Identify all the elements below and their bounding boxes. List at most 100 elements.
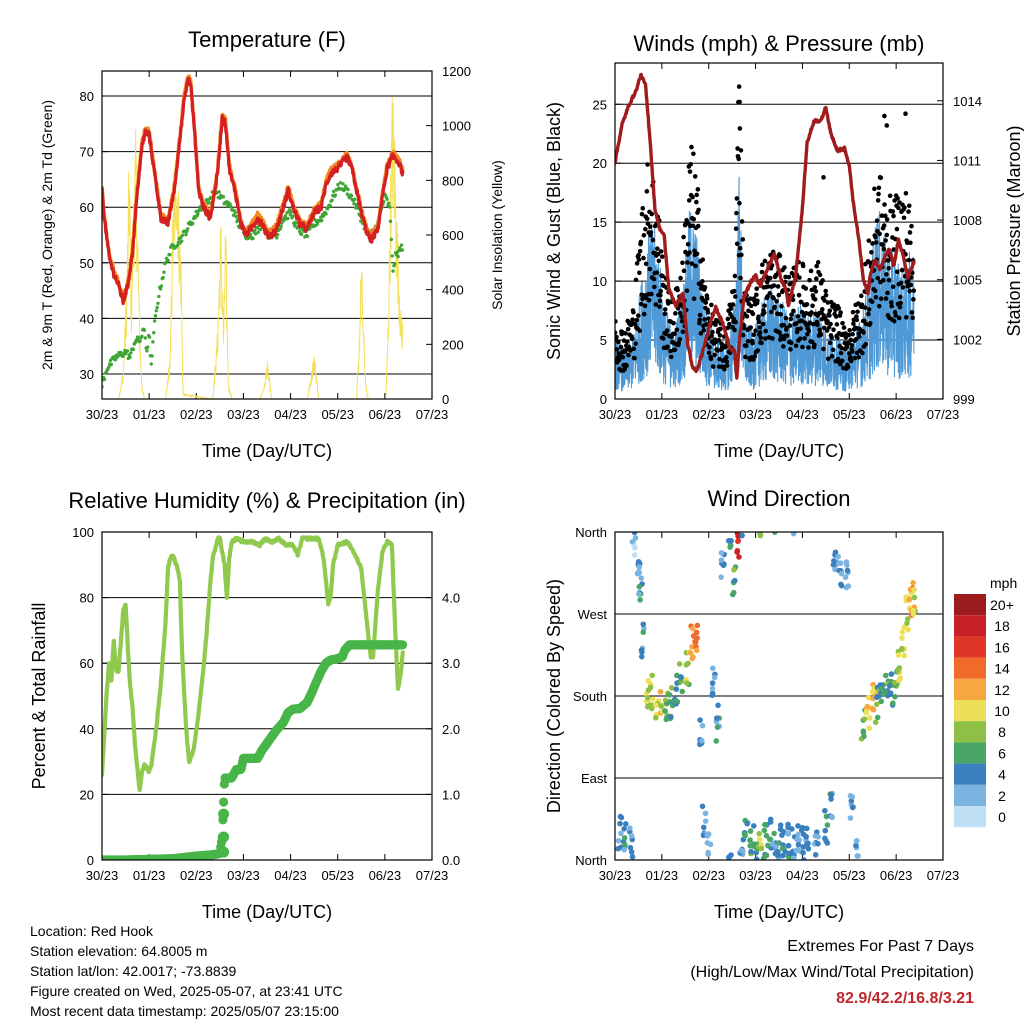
gust-point [770, 336, 775, 341]
y2-tick-label: 1002 [953, 332, 982, 347]
temp-9m-line [102, 74, 405, 300]
gust-point [876, 303, 882, 309]
gust-point [799, 309, 805, 315]
gust-point [823, 288, 828, 294]
gust-point [895, 196, 900, 201]
gust-point [873, 234, 878, 240]
dewpoint-point [280, 221, 284, 225]
y-tick-label: 80 [80, 591, 94, 606]
gust-point [702, 317, 707, 322]
gust-point [795, 314, 801, 319]
gust-point [616, 339, 621, 345]
direction-point [747, 837, 753, 844]
gust-point [848, 337, 854, 343]
gust-point [751, 332, 756, 338]
direction-point [699, 803, 706, 810]
wind-series [615, 72, 917, 392]
x-tick-label: 07/23 [927, 407, 960, 422]
direction-point [878, 698, 885, 705]
gust-point [903, 191, 909, 196]
direction-point [822, 827, 829, 834]
direction-point [794, 836, 801, 843]
gust-point [909, 310, 915, 315]
direction-point [897, 675, 903, 681]
gust-point [685, 241, 691, 247]
direction-point [748, 848, 754, 855]
direction-point [740, 848, 746, 855]
gust-point [854, 317, 860, 323]
gust-point [733, 226, 739, 232]
gust-point [869, 249, 874, 255]
gust-point [693, 263, 698, 269]
dewpoint-point [353, 197, 357, 202]
gust-point [860, 350, 865, 356]
direction-point [815, 840, 821, 847]
gust-point [738, 275, 743, 281]
dewpoint-point [233, 210, 237, 215]
gust-point [894, 226, 900, 232]
gust-point [692, 174, 698, 179]
dewpoint-point [281, 218, 286, 223]
direction-point [739, 532, 745, 539]
gust-point [664, 328, 670, 333]
gust-point [796, 292, 802, 298]
direction-point [910, 611, 917, 618]
direction-point [777, 822, 784, 829]
gust-point [645, 162, 650, 167]
x-tick-label: 05/23 [321, 868, 354, 883]
gust-point [737, 126, 743, 131]
chart-title: Wind Direction [707, 486, 850, 511]
direction-point [890, 700, 896, 706]
dewpoint-point [400, 248, 405, 252]
dewpoint-point [319, 215, 323, 219]
direction-point [615, 837, 622, 844]
gust-point [739, 252, 744, 258]
extremes-heading: Extremes For Past 7 Days [787, 938, 974, 955]
gust-point [734, 210, 739, 216]
dewpoint-point [128, 355, 132, 359]
gust-point [725, 316, 731, 322]
gust-point [857, 334, 862, 339]
gust-point [778, 333, 784, 339]
x-tick-label: 04/23 [274, 868, 307, 883]
direction-point [622, 821, 629, 827]
direction-point [618, 814, 625, 821]
dewpoint-point [289, 210, 293, 214]
dewpoint-point [194, 209, 198, 214]
direction-point [666, 692, 673, 698]
gust-point [694, 199, 699, 205]
gust-point [647, 266, 653, 272]
gust-point [840, 320, 845, 326]
dewpoint-point [161, 275, 165, 280]
gust-point [810, 321, 816, 327]
gust-point [886, 265, 891, 271]
gust-point [804, 302, 810, 307]
dewpoint-point [388, 219, 393, 224]
gust-point [637, 248, 643, 254]
gust-point [665, 344, 670, 349]
gust-point [875, 198, 881, 203]
direction-point [636, 564, 643, 570]
gust-point [778, 337, 783, 342]
gust-point [806, 345, 811, 350]
x-tick-label: 03/23 [739, 868, 772, 883]
gust-point [890, 209, 896, 214]
gust-point [821, 175, 826, 180]
gust-point [786, 274, 792, 280]
gust-point [671, 320, 676, 326]
direction-point [800, 844, 806, 850]
solar-insolation-line [102, 96, 404, 399]
gust-point [662, 307, 668, 312]
direction-point [849, 793, 856, 800]
gust-point [743, 354, 748, 360]
x-tick-label: 01/23 [646, 868, 679, 883]
x-tick-label: 04/23 [786, 407, 819, 422]
gust-point [800, 344, 805, 350]
direction-point [894, 668, 901, 674]
gust-point [891, 213, 896, 219]
direction-point [878, 685, 884, 692]
gust-point [859, 302, 865, 308]
legend-label: 16 [994, 639, 1010, 655]
gust-point [659, 254, 665, 259]
direction-tick-label: North [575, 525, 607, 540]
